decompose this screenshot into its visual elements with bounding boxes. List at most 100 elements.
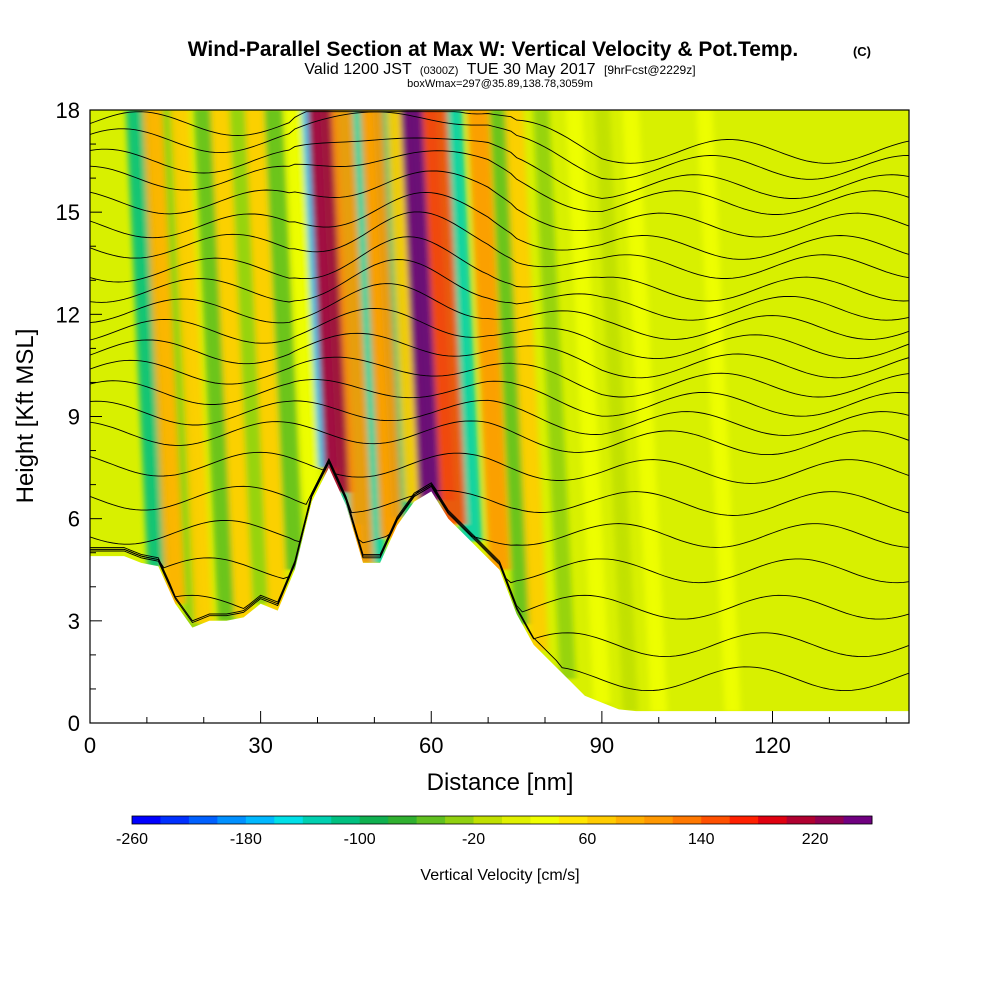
colorbar-label: Vertical Velocity [cm/s]: [420, 867, 579, 884]
colorbar-frame: [131, 815, 873, 825]
colorbar-tick-label: -180: [230, 831, 262, 848]
updraft-band: [360, 110, 403, 538]
terrain-mask: [90, 467, 909, 723]
isentrope-line: [90, 459, 909, 692]
colorbar-swatch: [331, 816, 361, 824]
updraft-band: [467, 110, 511, 570]
x-tick-label: 120: [754, 733, 791, 758]
colorbar-tick-label: 220: [802, 831, 829, 848]
colorbar-swatch: [843, 816, 873, 824]
updraft-band: [210, 110, 253, 618]
updraft-band: [245, 110, 287, 611]
y-tick-label: 6: [68, 507, 80, 532]
y-axis-label: Height [Kft MSL]: [12, 329, 39, 504]
colorbar-swatch: [672, 816, 702, 824]
isentrope-line: [90, 283, 909, 340]
x-axis: 0 30 60 90 120: [84, 711, 887, 758]
downdraft-band: [193, 110, 236, 621]
y-tick-label: 15: [56, 200, 80, 225]
isentrope-line: [90, 211, 909, 279]
colorbar-swatch: [558, 816, 588, 824]
colorbar-swatch: [786, 816, 816, 824]
colorbar-tick-label: -100: [344, 831, 376, 848]
colorbar-tick-label: 140: [688, 831, 715, 848]
colorbar-swatch: [473, 816, 503, 824]
colorbar-tick-label: -20: [462, 831, 485, 848]
colorbar-swatch: [160, 816, 190, 824]
x-tick-label: 0: [84, 733, 96, 758]
isentrope-line: [90, 111, 909, 164]
updraft-band: [622, 110, 668, 712]
plot-area: 0 30 60 90 120 0 3 6 9 12 15 18: [56, 98, 910, 758]
isentrope-line: [90, 137, 909, 199]
colorbar-swatch: [445, 816, 475, 824]
downdraft-band: [489, 110, 531, 625]
y-tick-label: 9: [68, 405, 80, 430]
copyright-mark: (C): [853, 44, 871, 59]
isentrope-line: [90, 461, 909, 548]
isentrope-line: [90, 236, 909, 302]
colorbar-swatch: [188, 816, 218, 824]
chart-subtitle: Valid 1200 JST (0300Z) TUE 30 May 2017 […: [304, 61, 695, 78]
updraft-band: [422, 110, 467, 525]
subtitle-date: TUE 30 May 2017: [467, 61, 596, 78]
colorbar-swatch: [615, 816, 645, 824]
colorbar-swatch: [530, 816, 560, 824]
subtitle-forecast: [9hrFcst@2229z]: [604, 63, 696, 77]
isentrope-line: [90, 461, 909, 658]
updraft-band: [307, 110, 355, 493]
x-tick-label: 90: [590, 733, 614, 758]
updraft-band: [142, 110, 186, 604]
chart-subtitle-2: boxWmax=297@35.89,138.78,3059m: [407, 78, 593, 90]
y-tick-label: 3: [68, 609, 80, 634]
isentrope-line: [90, 356, 909, 398]
velocity-field: [125, 110, 741, 712]
colorbar-swatch: [502, 816, 531, 824]
subtitle-zulu: (0300Z): [420, 65, 459, 77]
updraft-band: [696, 110, 741, 712]
colorbar-swatch: [644, 816, 674, 824]
colorbar-tick-label: 60: [578, 831, 596, 848]
downdraft-band: [264, 110, 304, 570]
y-axis: 0 3 6 9 12 15 18: [56, 98, 102, 736]
x-tick-label: 30: [248, 733, 272, 758]
isentrope-line: [90, 379, 909, 417]
isentrope-line: [90, 307, 909, 360]
colorbar-swatch: [701, 816, 731, 824]
colorbar: -260 -180 -100 -20 60 140 220: [116, 815, 873, 848]
colorbar-swatch: [132, 816, 161, 824]
colorbar-swatch: [302, 816, 332, 824]
downdraft-band: [533, 110, 576, 679]
subtitle-valid: Valid 1200 JST: [304, 61, 412, 78]
isentrope-line: [90, 332, 909, 379]
colorbar-swatch: [245, 816, 275, 824]
colorbar-swatch: [217, 816, 247, 824]
y-tick-label: 0: [68, 711, 80, 736]
y-tick-label: 12: [56, 302, 80, 327]
downdraft-band: [229, 110, 269, 604]
isentrope-line: [90, 451, 909, 484]
colorbar-swatch: [758, 816, 788, 824]
updraft-band: [285, 110, 321, 502]
isentrope-line: [90, 170, 909, 238]
isentrope-line: [90, 191, 909, 260]
isentrope-line: [90, 420, 909, 456]
colorbar-tick-label: -260: [116, 831, 148, 848]
updraft-band: [504, 110, 549, 651]
isentrope-line: [90, 111, 909, 180]
colorbar-swatch: [815, 816, 845, 824]
isentrope-line: [90, 399, 909, 436]
colorbar-swatch: [359, 816, 389, 824]
updraft-band: [565, 110, 611, 703]
colorbar-swatch: [388, 816, 418, 824]
downdraft-band: [594, 110, 638, 711]
isentrope-line: [90, 150, 909, 215]
colorbar-swatch: [416, 816, 446, 824]
isentrope-line: [90, 458, 909, 620]
chart-title: Wind-Parallel Section at Max W: Vertical…: [188, 38, 799, 61]
y-tick-label: 18: [56, 98, 80, 123]
updraft-band: [331, 110, 374, 563]
potential-temperature-contours: [90, 111, 909, 692]
colorbar-swatch: [587, 816, 617, 824]
